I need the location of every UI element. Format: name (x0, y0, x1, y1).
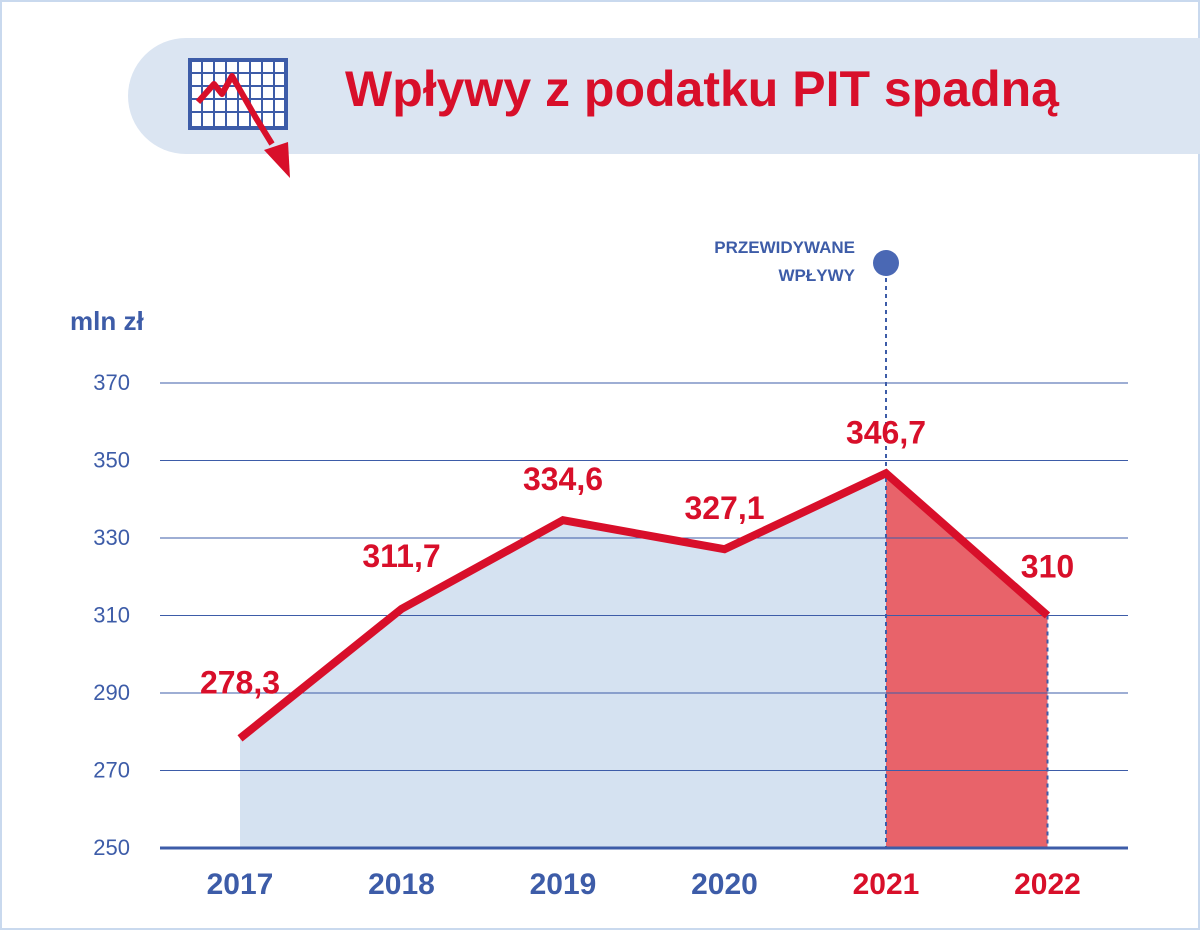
forecast-area (886, 473, 1048, 848)
y-tick-label: 270 (93, 758, 130, 783)
series-line (237, 468, 1051, 742)
title-banner (128, 38, 1200, 154)
historical-area (240, 473, 886, 848)
x-tick-label: 2019 (530, 868, 597, 901)
data-label: 327,1 (684, 490, 764, 526)
y-tick-label: 330 (93, 525, 130, 550)
x-tick-label: 2020 (691, 868, 758, 901)
forecast-label-line: WPŁYWY (779, 266, 856, 285)
data-label: 310 (1021, 549, 1074, 585)
x-tick-label: 2022 (1014, 868, 1081, 901)
chart-title: Wpływy z podatku PIT spadną (345, 61, 1059, 117)
y-tick-label: 310 (93, 603, 130, 628)
y-axis-title: mln zł (70, 306, 144, 336)
data-label: 278,3 (200, 664, 280, 700)
y-tick-label: 350 (93, 448, 130, 473)
y-tick-label: 250 (93, 835, 130, 860)
x-tick-label: 2021 (853, 868, 920, 901)
y-tick-label: 290 (93, 680, 130, 705)
data-label: 311,7 (362, 538, 440, 574)
x-tick-label: 2018 (368, 868, 435, 901)
data-label: 346,7 (846, 414, 926, 450)
data-label: 334,6 (523, 461, 603, 497)
x-tick-label: 2017 (207, 868, 274, 901)
forecast-label-line: PRZEWIDYWANE (714, 238, 855, 257)
falling-chart-icon (188, 58, 290, 178)
y-tick-label: 370 (93, 370, 130, 395)
forecast-marker-dot (873, 250, 899, 276)
